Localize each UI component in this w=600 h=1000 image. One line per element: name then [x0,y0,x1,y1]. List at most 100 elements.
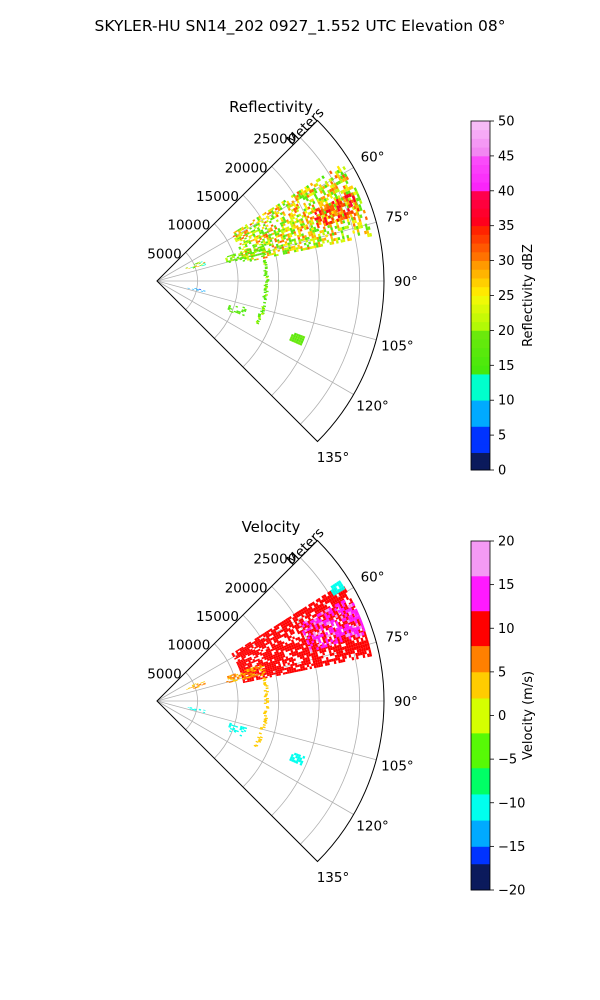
echo-cell [288,239,292,243]
echo-cell [291,759,295,763]
echo-cell [318,197,322,202]
echo-cell [332,213,336,218]
echo-cell [325,627,329,631]
echo-cell [325,615,329,620]
echo-cell [338,592,342,597]
echo-cell [259,659,263,662]
echo-cell [197,265,200,268]
echo-cell [253,650,257,654]
echo-cell [296,227,300,231]
echo-cell [261,220,264,224]
colorbar-segment [471,750,490,760]
echo-cell [312,187,317,192]
echo-cell [265,256,268,259]
echo-cell [246,650,249,654]
echo-cell [257,218,261,222]
echo-cell [261,312,265,315]
echo-cell [352,627,356,632]
echo-cell [330,177,334,181]
echo-cell [273,229,276,233]
echo-cell [301,194,305,198]
echo-cell [340,230,344,234]
echo-cell [319,218,323,222]
echo-cell [320,186,324,191]
echo-cell [334,614,339,619]
echo-cell [227,677,231,680]
r-tick-label: 15000 [196,609,239,625]
echo-cell [303,242,307,246]
echo-cell [229,257,233,259]
echo-cell [278,658,282,662]
echo-cell [350,210,354,214]
echo-cell [231,255,235,258]
echo-cell [284,227,288,231]
echo-cell [284,661,288,664]
r-tick-label: 20000 [225,580,268,596]
echo-cell [266,646,270,649]
echo-cell [256,216,260,220]
echo-cell [321,238,325,242]
echo-cell [338,636,342,640]
echo-cell [263,289,267,291]
echo-cell [264,657,267,661]
echo-cell [299,654,302,657]
echo-cell [357,222,361,226]
echo-cell [356,193,360,198]
echo-cell [337,626,341,631]
echo-cell [352,643,356,647]
echo-cell [285,203,289,207]
echo-cell [336,654,340,658]
colorbar-tick-label: 35 [498,219,515,234]
echo-cell [244,648,248,651]
echo-cell [314,624,318,628]
echo-cell [286,634,289,638]
echo-cell [291,339,295,343]
echo-cell [317,661,321,665]
echo-cell [369,232,373,237]
echo-cell [351,640,355,644]
colorbar-segment [471,251,490,262]
echo-cell [326,634,330,638]
echo-cell [334,631,338,635]
echo-cell [275,235,279,238]
echo-cell [365,646,369,651]
echo-cell [304,216,308,220]
echo-cell [230,678,233,681]
echo-cell [287,643,291,647]
echo-cell [347,604,352,609]
echo-cell [299,221,303,225]
echo-cell [273,635,277,639]
echo-cell [314,649,317,653]
echo-cell [191,684,194,686]
echo-cell [355,652,359,657]
echo-cell [295,335,299,339]
echo-cell [256,678,259,681]
echo-cell [296,753,299,757]
echo-cell [362,209,366,214]
echo-cell [298,619,302,623]
echo-cell [246,230,249,234]
echo-cell [350,217,354,221]
echo-cell [263,695,267,698]
echo-cell [286,249,290,252]
echo-cell [259,231,262,235]
echo-cell [321,215,325,219]
echo-cell [316,656,320,660]
echo-cell [265,219,269,223]
echo-cell [266,280,269,282]
echo-cell [244,663,248,666]
echo-cell [308,220,312,224]
echo-cell [359,199,363,204]
echo-cell [267,629,271,633]
echo-cell [238,231,242,234]
echo-cell [274,231,277,235]
echo-cell [289,227,293,231]
echo-cell [252,658,256,662]
echo-cell [312,200,316,205]
echo-cell [323,204,327,208]
echo-cell [257,314,261,317]
echo-cell [318,664,321,668]
colorbar-segment [471,715,490,725]
echo-cell [263,720,267,723]
theta-tick-label: 75° [385,210,409,226]
